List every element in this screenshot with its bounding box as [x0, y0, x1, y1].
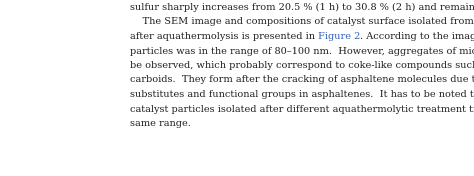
Text: particles was in the range of 80–100 nm.  However, aggregates of micrometer s: particles was in the range of 80–100 nm.…	[130, 46, 474, 55]
Text: . According to the image, the size of: . According to the image, the size of	[361, 32, 474, 41]
Text: sulfur sharply increases from 20.5 % (1 h) to 30.8 % (2 h) and remains at level : sulfur sharply increases from 20.5 % (1 …	[130, 3, 474, 12]
Text: same range.: same range.	[130, 119, 191, 128]
Text: be observed, which probably correspond to coke-like compounds such as carbe: be observed, which probably correspond t…	[130, 61, 474, 70]
Text: substitutes and functional groups in asphaltenes.  It has to be noted that the: substitutes and functional groups in asp…	[130, 90, 474, 99]
Text: Figure 2: Figure 2	[318, 32, 361, 41]
Text: The SEM image and compositions of catalyst surface isolated from extra-h: The SEM image and compositions of cataly…	[130, 17, 474, 27]
Text: carboids.  They form after the cracking of asphaltene molecules due to the loss: carboids. They form after the cracking o…	[130, 76, 474, 84]
Text: after aquathermolysis is presented in: after aquathermolysis is presented in	[130, 32, 318, 41]
Text: catalyst particles isolated after different aquathermolytic treatment time were : catalyst particles isolated after differ…	[130, 105, 474, 114]
